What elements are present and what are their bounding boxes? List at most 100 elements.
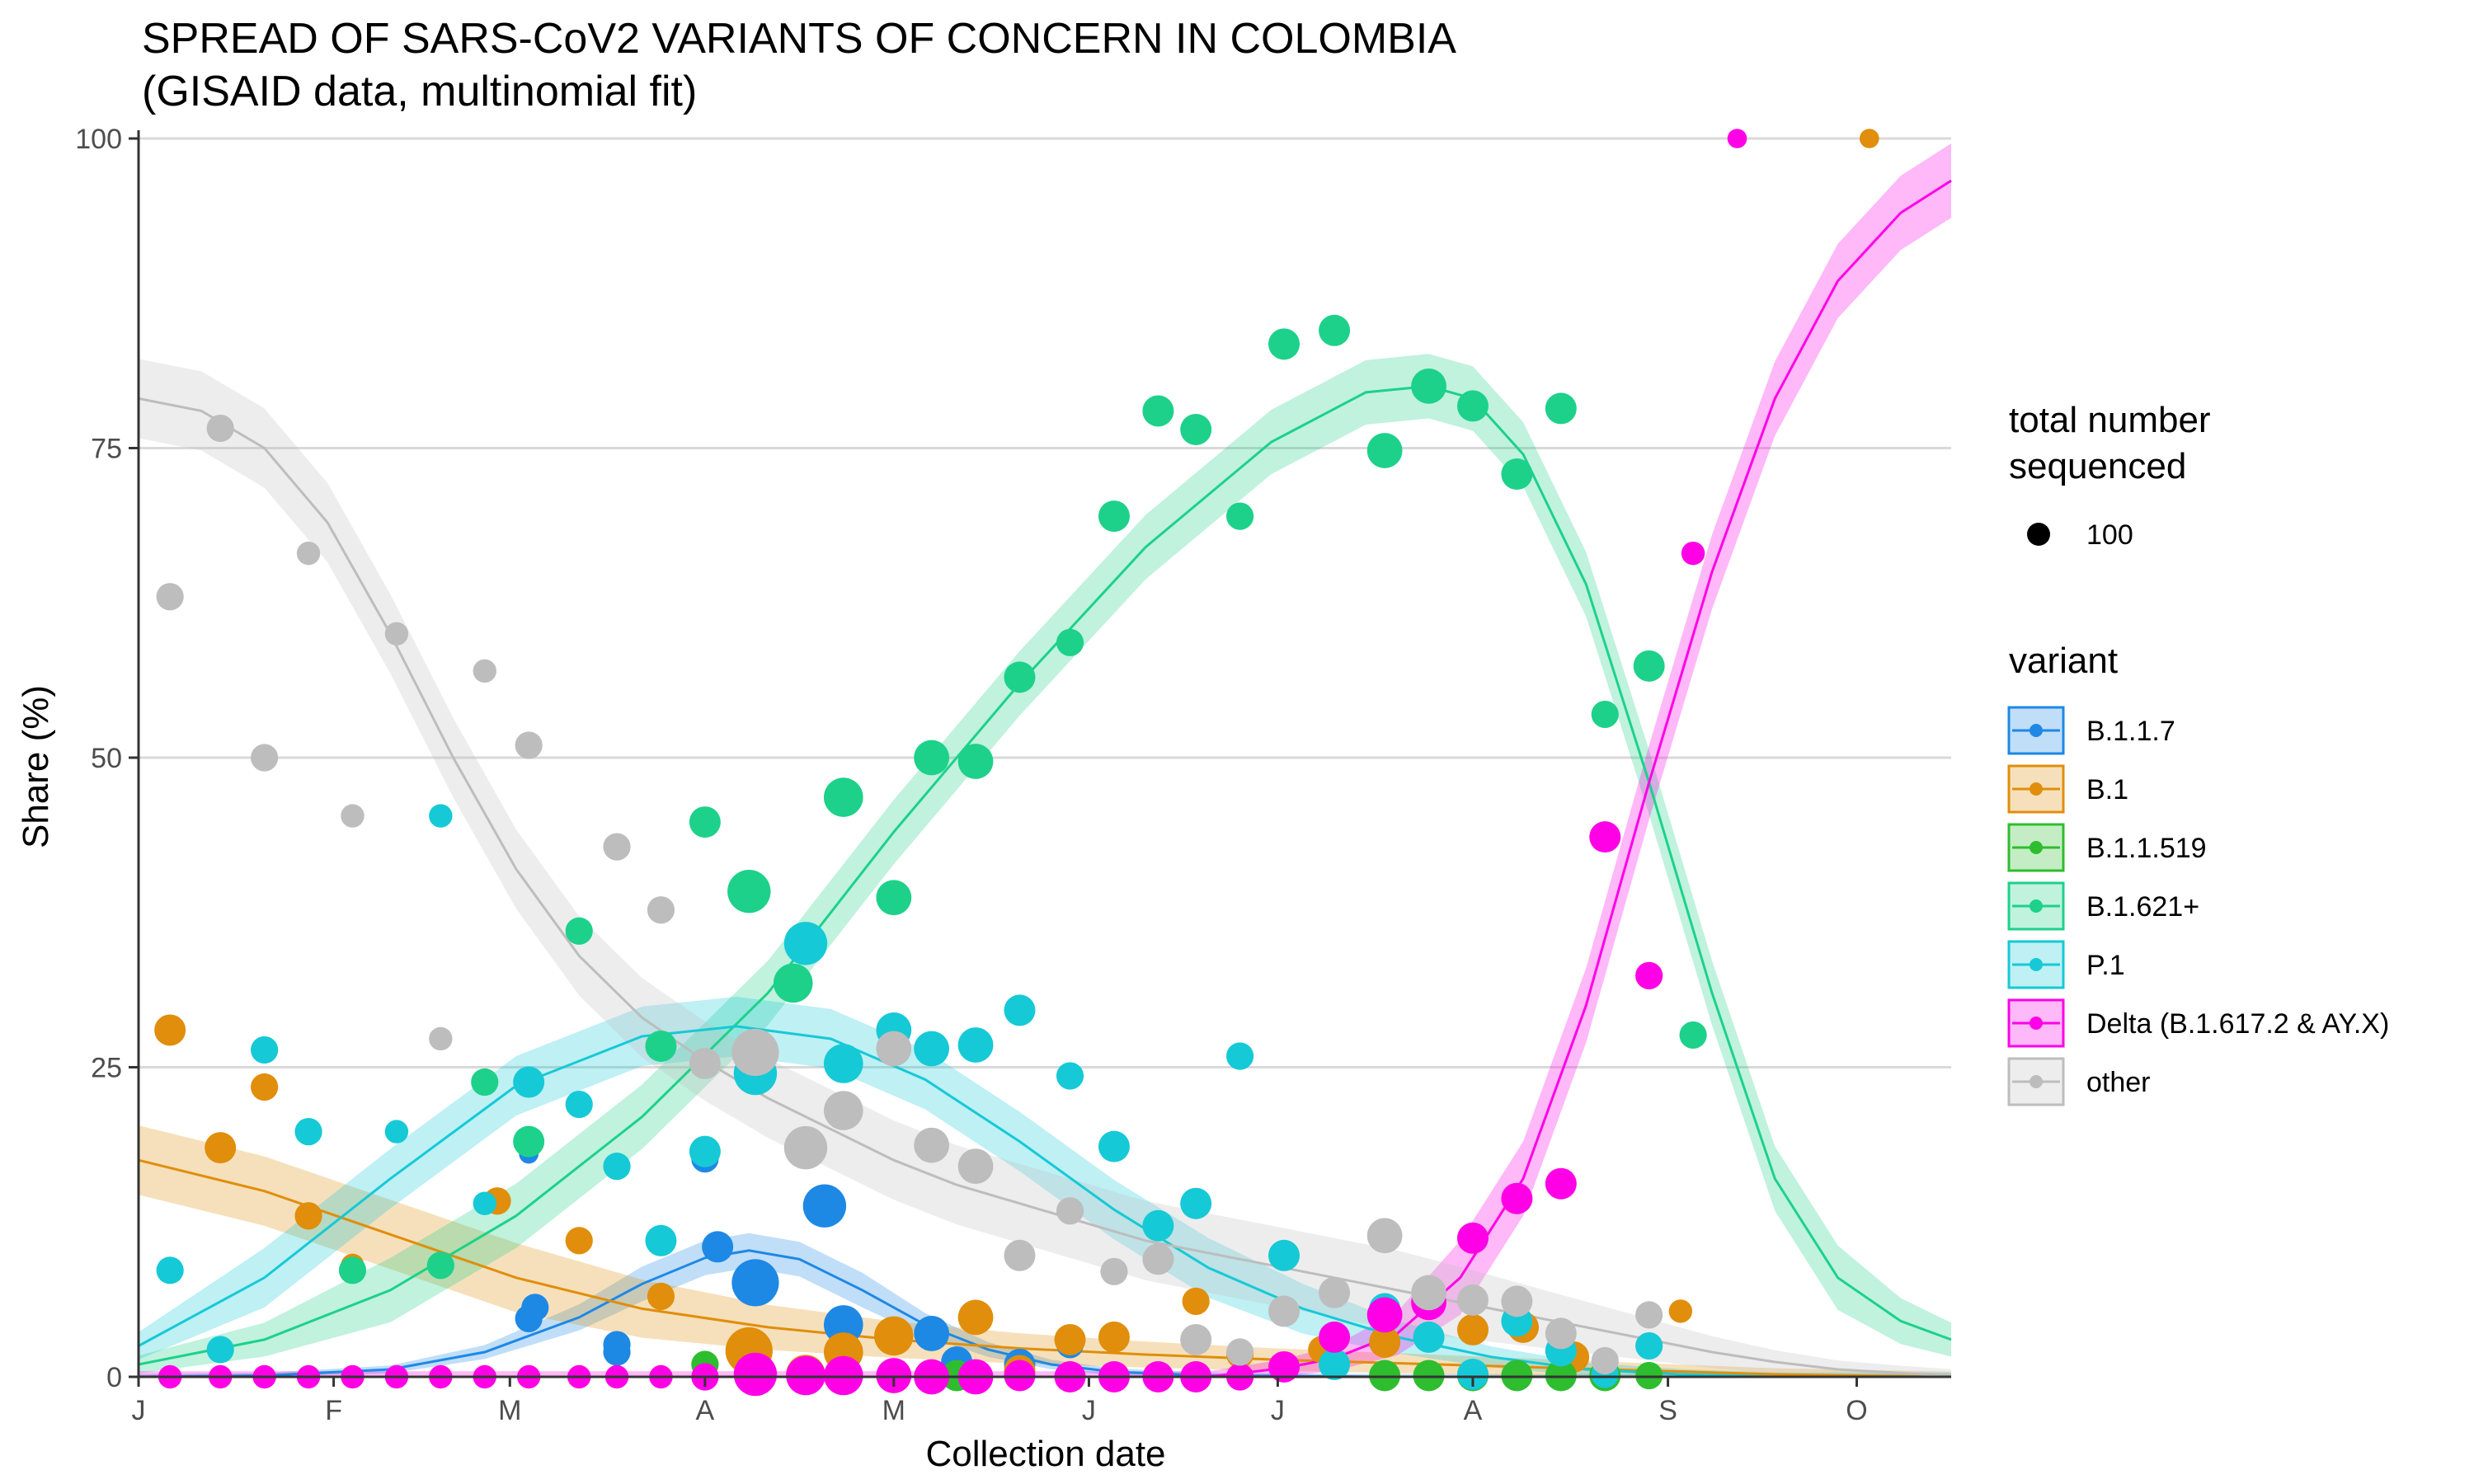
- y-tick-label: 50: [91, 743, 122, 774]
- point-b-1-1-7: [731, 1259, 779, 1307]
- x-tick-label: S: [1658, 1395, 1677, 1426]
- point-b-1-1-519: [1635, 1361, 1663, 1390]
- point-b-1-621: [1319, 314, 1351, 346]
- confidence-bands: [139, 143, 1951, 1377]
- legend-label-p-1: P.1: [2086, 950, 2125, 981]
- point-b-1-621: [1456, 390, 1489, 422]
- point-p-1: [156, 1256, 184, 1284]
- x-tick-label: J: [132, 1395, 146, 1426]
- point-b-1: [647, 1282, 675, 1310]
- point-p-1: [294, 1118, 322, 1146]
- point-delta-b-1-617-2-ay-x: [1456, 1222, 1489, 1254]
- point-p-1: [603, 1153, 631, 1181]
- point-b-1: [205, 1132, 237, 1164]
- legend-item-other: other: [2007, 1057, 2151, 1106]
- point-other: [1366, 1218, 1403, 1254]
- point-b-1-1-7: [802, 1184, 847, 1228]
- legend-key-dot: [2030, 782, 2043, 796]
- point-p-1: [1004, 994, 1036, 1026]
- point-b-1-621: [1411, 369, 1446, 404]
- legend-item-b-1-1-7: B.1.1.7: [2007, 706, 2175, 755]
- point-delta-b-1-617-2-ay-x: [1589, 821, 1621, 853]
- point-p-1: [1413, 1321, 1445, 1353]
- point-other: [1268, 1295, 1300, 1327]
- point-other: [1501, 1285, 1533, 1317]
- point-p-1: [1142, 1209, 1174, 1242]
- point-b-1-621: [823, 777, 863, 817]
- point-b-1-621: [1268, 328, 1300, 360]
- point-other: [251, 744, 279, 772]
- point-p-1: [429, 804, 453, 828]
- point-b-1-621: [1633, 650, 1665, 682]
- point-delta-b-1-617-2-ay-x: [1501, 1182, 1533, 1214]
- point-b-1-621: [1679, 1021, 1707, 1050]
- x-tick-label: M: [882, 1395, 905, 1426]
- point-other: [429, 1026, 453, 1051]
- point-p-1: [823, 1044, 863, 1083]
- point-b-1: [1182, 1287, 1210, 1315]
- point-b-1: [1098, 1321, 1130, 1353]
- point-b-1-1-7: [603, 1331, 631, 1359]
- point-delta-b-1-617-2-ay-x: [733, 1352, 778, 1397]
- point-p-1: [513, 1066, 545, 1098]
- band-p-1: [139, 996, 1951, 1377]
- point-delta-b-1-617-2-ay-x: [1545, 1167, 1577, 1200]
- point-p-1: [1098, 1130, 1130, 1162]
- point-p-1: [1635, 1331, 1663, 1360]
- point-b-1-1-7: [823, 1305, 863, 1345]
- fit-line-b-1-621: [138, 384, 1952, 1366]
- point-b-1: [251, 1073, 279, 1101]
- x-tick-label: A: [696, 1395, 715, 1426]
- legend-key-dot: [2030, 841, 2043, 854]
- point-b-1: [957, 1299, 994, 1336]
- point-b-1-621: [1142, 395, 1174, 427]
- legend-key-dot: [2030, 724, 2043, 737]
- point-b-1-621: [1501, 458, 1533, 491]
- variant-legend-title: variant: [2009, 641, 2118, 681]
- point-b-1-1-7: [521, 1294, 549, 1322]
- axes: 0 25 50 75 100 J F M A M J J A S O: [75, 124, 1951, 1426]
- legend-item-b-1: B.1: [2007, 764, 2128, 814]
- legend-item-b-1-621: B.1.621+: [2007, 881, 2199, 931]
- x-tick-label: F: [325, 1395, 342, 1426]
- point-b-1-621: [876, 880, 912, 916]
- point-b-1-621: [1098, 500, 1130, 533]
- point-p-1: [565, 1090, 593, 1119]
- point-other: [1100, 1257, 1128, 1285]
- band-other: [139, 359, 1951, 1377]
- point-b-1-621: [773, 963, 813, 1003]
- band-b-1: [139, 1125, 1951, 1377]
- point-b-1-1-519: [1545, 1360, 1577, 1392]
- point-b-1-621: [338, 1256, 367, 1284]
- point-other: [1142, 1243, 1174, 1275]
- point-b-1-621: [914, 740, 950, 776]
- point-other: [1635, 1301, 1663, 1329]
- point-other: [384, 622, 409, 646]
- point-other: [515, 731, 543, 759]
- point-b-1: [154, 1014, 186, 1046]
- x-tick-label: J: [1271, 1395, 1285, 1426]
- legend-label-b-1-1-7: B.1.1.7: [2086, 716, 2175, 747]
- point-b-1: [1668, 1299, 1693, 1323]
- point-other: [156, 583, 184, 611]
- point-b-1-621: [471, 1068, 499, 1097]
- point-other: [341, 804, 365, 828]
- x-axis-label: Collection date: [925, 1434, 1165, 1474]
- point-b-1: [1456, 1313, 1489, 1345]
- point-p-1: [206, 1336, 234, 1364]
- point-delta-b-1-617-2-ay-x: [1635, 961, 1663, 989]
- point-p-1: [384, 1120, 409, 1144]
- size-legend-title-line2: sequenced: [2009, 446, 2186, 486]
- point-p-1: [1225, 1042, 1254, 1070]
- point-b-1-621: [1180, 413, 1212, 445]
- point-other: [957, 1148, 994, 1185]
- data-points: [154, 129, 1879, 1397]
- point-b-1-1-7: [914, 1316, 950, 1351]
- point-b-1-621: [565, 917, 593, 945]
- x-tick-label: A: [1464, 1395, 1483, 1426]
- point-b-1-621: [1056, 628, 1084, 656]
- legend-key-dot: [2030, 899, 2043, 913]
- y-tick-label: 25: [91, 1053, 122, 1084]
- legend-label-other: other: [2086, 1067, 2151, 1098]
- point-delta-b-1-617-2-ay-x: [823, 1355, 863, 1396]
